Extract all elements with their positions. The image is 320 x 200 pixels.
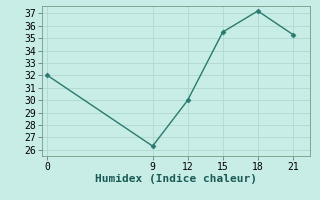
X-axis label: Humidex (Indice chaleur): Humidex (Indice chaleur) [95,174,257,184]
